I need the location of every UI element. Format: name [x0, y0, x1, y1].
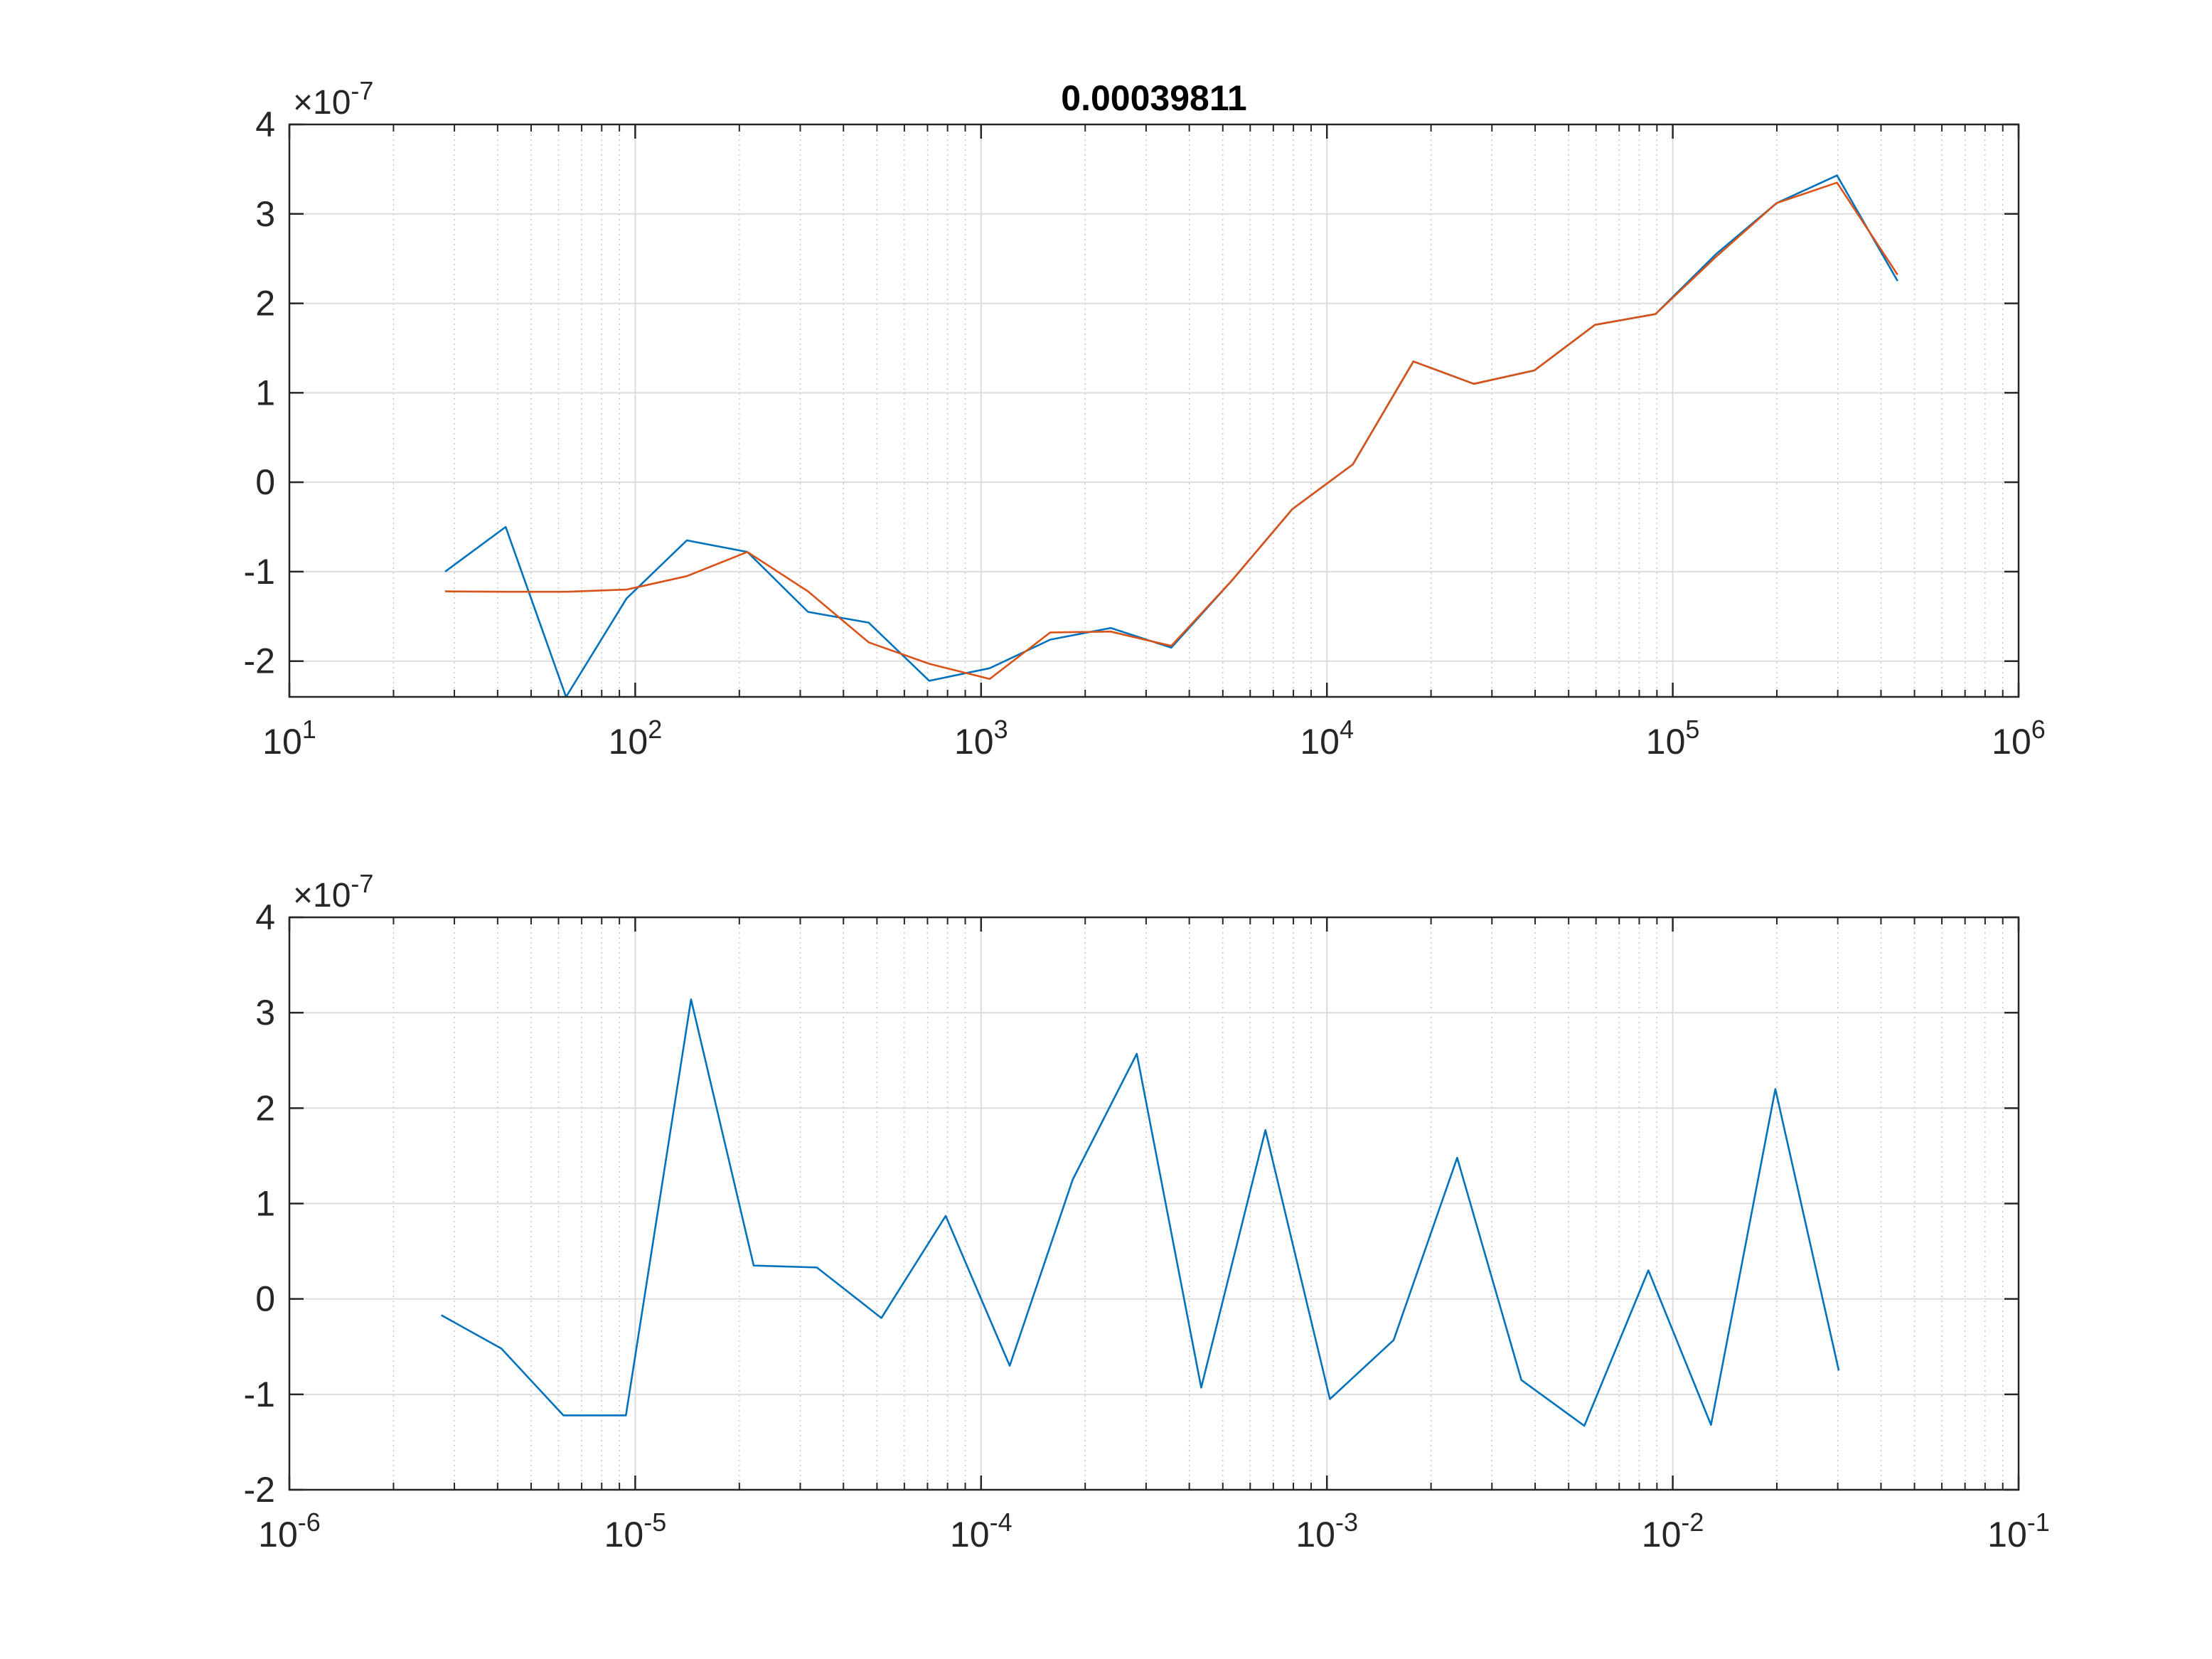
top-x-tick-label-exponent: 1	[302, 715, 316, 744]
top-x-tick-label-base: 10	[1300, 722, 1340, 762]
top-x-tick-label-base: 10	[1646, 722, 1686, 762]
bottom-y-tick-label: -1	[244, 1375, 275, 1414]
top-x-tick-label: 101	[262, 715, 316, 762]
top-x-tick-label-base: 10	[609, 722, 648, 762]
top-axes-box	[288, 123, 2020, 698]
top-plot-area	[289, 124, 2019, 697]
bottom-y-tick-label: 1	[255, 1184, 275, 1224]
bottom-x-tick-label-base: 10	[604, 1515, 644, 1554]
bottom-x-tick-label: 10-1	[1987, 1508, 2050, 1554]
top-x-tick-label: 102	[609, 715, 663, 762]
top-x-tick-label: 103	[954, 715, 1008, 762]
bottom-x-tick-label-exponent: -6	[298, 1508, 321, 1537]
bottom-y-tick-label: 2	[255, 1088, 275, 1128]
top-y-tick-label: -2	[244, 641, 275, 681]
top-y-tick-label: 0	[255, 462, 275, 502]
bottom-y-multiplier-base: ×10	[293, 877, 351, 914]
top-y-tick-label: 1	[255, 373, 275, 412]
bottom-series-line-1	[441, 998, 1840, 1427]
bottom-x-tick-label-base: 10	[258, 1515, 298, 1554]
bottom-x-tick-label-base: 10	[1987, 1515, 2027, 1554]
bottom-x-tick-label-exponent: -5	[643, 1508, 666, 1537]
bottom-y-multiplier-exponent: -7	[351, 869, 373, 898]
bottom-x-tick-label: 10-4	[950, 1508, 1013, 1554]
top-y-multiplier-exponent: -7	[351, 76, 373, 105]
top-x-tick-label: 104	[1300, 715, 1354, 762]
bottom-x-tick-label-exponent: -4	[990, 1508, 1013, 1537]
bottom-x-tick-label-exponent: -1	[2027, 1508, 2050, 1537]
bottom-x-tick-label: 10-5	[604, 1508, 667, 1554]
bottom-x-tick-label: 10-6	[258, 1508, 321, 1554]
bottom-y-multiplier: ×10-7	[293, 869, 373, 914]
bottom-y-tick-label: 3	[255, 993, 275, 1033]
top-x-tick-label: 106	[1992, 715, 2046, 762]
bottom-x-tick-label-base: 10	[1642, 1515, 1682, 1554]
bottom-x-tick-label-base: 10	[1295, 1515, 1335, 1554]
bottom-x-tick-label: 10-3	[1295, 1508, 1358, 1554]
top-series-line-2	[444, 181, 1898, 681]
bottom-series-group	[441, 998, 1840, 1427]
top-title: 0.00039811	[1061, 78, 1246, 118]
top-x-tick-label: 105	[1646, 715, 1700, 762]
bottom-x-tick-label-exponent: -3	[1335, 1508, 1358, 1537]
top-y-multiplier-base: ×10	[293, 84, 351, 122]
top-y-multiplier: ×10-7	[293, 76, 373, 122]
top-x-tick-label-exponent: 5	[1685, 715, 1699, 744]
bottom-x-tick-label: 10-2	[1642, 1508, 1704, 1554]
top-y-tick-label: 4	[255, 105, 275, 144]
top-x-tick-label-exponent: 6	[2031, 715, 2046, 744]
top-y-tick-label: 2	[255, 284, 275, 324]
bottom-y-tick-label: 0	[255, 1279, 275, 1319]
bottom-y-tick-label: 4	[255, 897, 275, 937]
top-y-tick-label: -1	[244, 552, 275, 592]
bottom-x-tick-label-base: 10	[950, 1515, 990, 1554]
top-x-tick-label-base: 10	[954, 722, 994, 762]
top-x-tick-label-exponent: 4	[1340, 715, 1354, 744]
top-y-tick-label: 3	[255, 194, 275, 234]
top-series-group	[444, 174, 1898, 698]
top-x-tick-label-exponent: 2	[648, 715, 662, 744]
top-x-tick-label-base: 10	[262, 722, 302, 762]
top-x-tick-label-exponent: 3	[994, 715, 1008, 744]
top-x-tick-label-base: 10	[1992, 722, 2031, 762]
bottom-x-tick-label-exponent: -2	[1681, 1508, 1704, 1537]
bottom-y-tick-label: -2	[244, 1470, 275, 1510]
